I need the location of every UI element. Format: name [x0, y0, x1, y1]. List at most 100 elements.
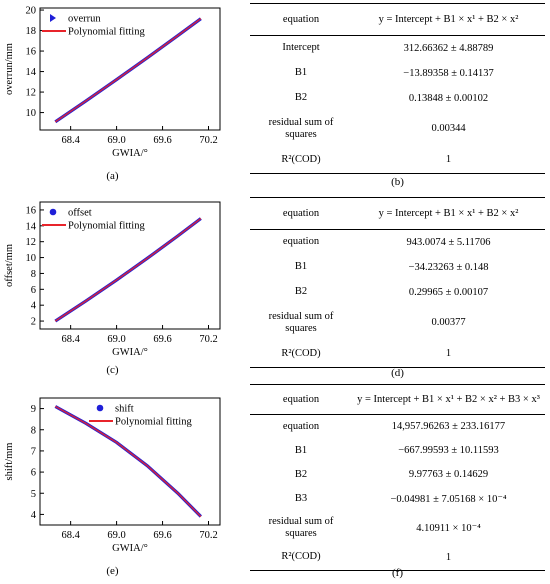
row-value: 0.00344	[431, 123, 466, 134]
row-value: −0.04981 ± 7.05168 × 10⁻⁴	[390, 493, 507, 505]
header-equation-formula: y = Intercept + B1 × x¹ + B2 × x² + B3 ×…	[352, 384, 545, 415]
caption-e: (e)	[106, 565, 119, 577]
y-tick-label: 9	[31, 404, 36, 415]
y-tick-label: 10	[26, 253, 37, 264]
x-tick-label: 69.0	[107, 530, 125, 541]
header-equation-label: equation	[250, 384, 352, 415]
row-label: B1	[294, 67, 308, 78]
x-tick-label: 70.2	[199, 135, 217, 146]
y-tick-label: 5	[31, 489, 36, 500]
y-tick-label: 14	[26, 67, 37, 78]
table-b: equation y = Intercept + B1 × x¹ + B2 × …	[250, 3, 545, 174]
x-tick-label: 69.0	[107, 334, 125, 345]
row-value: 1	[352, 544, 545, 571]
y-tick-label: 4	[31, 510, 37, 521]
legend-marker	[50, 14, 56, 22]
row-value: 1	[352, 340, 545, 368]
y-tick-label: 8	[31, 269, 36, 280]
table-d: equation y = Intercept + B1 × x¹ + B2 × …	[250, 197, 545, 368]
x-tick-label: 69.6	[153, 530, 171, 541]
table-header-row: equation y = Intercept + B1 × x¹ + B2 × …	[250, 3, 545, 36]
y-axis-label: offset/mm	[4, 244, 15, 287]
row-label: B2	[294, 468, 308, 480]
row-label: residual sum of squares	[268, 310, 334, 334]
chart-overrun-svg: 68.4 69.0 69.6 70.2 10 12 14 16 18 20 GWIA/° overru…	[4, 6, 221, 159]
chart-overrun: 68.4 69.0 69.6 70.2 10 12 14 16 18 20 GWIA/° overru…	[0, 0, 225, 165]
table-row: B1 −13.89358 ± 0.14137	[250, 61, 545, 86]
y-tick-label: 14	[26, 221, 37, 232]
y-tick-label: 10	[26, 108, 37, 119]
y-tick-label: 16	[26, 47, 37, 58]
table-row: R²(COD) 1	[250, 544, 545, 571]
y-tick-label: 16	[26, 205, 37, 216]
legend-label: Polynomial fitting	[68, 27, 145, 38]
row-value: 0.13848 ± 0.00102	[408, 92, 489, 104]
y-tick-label: 12	[26, 237, 37, 248]
caption-c: (c)	[106, 364, 119, 376]
row-label: residual sum of squares	[268, 515, 334, 539]
y-tick-label: 2	[31, 317, 36, 328]
chart-shift-svg: 68.4 69.0 69.6 70.2 4 5 6 7 8 9 GWIA/° shift/mm shif…	[4, 397, 221, 554]
y-tick-label: 4	[31, 301, 37, 312]
x-axis-label: GWIA/°	[112, 347, 148, 358]
row-label: B1	[294, 444, 308, 456]
y-tick-label: 6	[31, 468, 36, 479]
legend-label: Polynomial fitting	[68, 221, 145, 232]
table-row: B2 0.29965 ± 0.00107	[250, 280, 545, 305]
row-label: residual sum of squares	[268, 116, 334, 140]
x-axis-label: GWIA/°	[112, 148, 148, 159]
row-label: B2	[294, 92, 308, 103]
row-label: B2	[294, 286, 308, 297]
y-tick-label: 12	[26, 88, 37, 99]
legend-label: overrun	[68, 14, 101, 25]
y-tick-label: 8	[31, 425, 36, 436]
plot-frame	[39, 201, 221, 330]
row-value: −667.99593 ± 10.11593	[398, 445, 499, 456]
y-tick-label: 20	[26, 6, 37, 17]
table-row: B3 −0.04981 ± 7.05168 × 10⁻⁴	[250, 487, 545, 511]
y-tick-label: 6	[31, 285, 36, 296]
table-header-row: equation y = Intercept + B1 × x¹ + B2 × …	[250, 384, 545, 415]
chart-offset: 68.4 69.0 69.6 70.2 2 4 6 8 10 12 14 16 GWIA/° offset…	[0, 194, 225, 364]
row-label: equation	[282, 236, 320, 248]
row-value: 4.10911 × 10⁻⁴	[416, 522, 481, 534]
row-label: R²(COD)	[250, 340, 352, 368]
row-label: R²(COD)	[250, 544, 352, 571]
y-axis-label: overrun/mm	[4, 43, 15, 95]
caption-b: (b)	[391, 176, 404, 188]
plot-frame	[39, 7, 221, 131]
row-value: −13.89358 ± 0.14137	[403, 67, 494, 79]
chart-shift: 68.4 69.0 69.6 70.2 4 5 6 7 8 9 GWIA/° shift/mm shif…	[0, 390, 225, 560]
fit-series-line	[54, 405, 202, 518]
legend-label: offset	[68, 208, 92, 219]
y-axis-label: shift/mm	[4, 443, 15, 481]
x-tick-label: 70.2	[199, 530, 217, 541]
row-label: equation	[282, 420, 320, 432]
row-value: 1	[352, 146, 545, 174]
x-tick-label: 68.4	[61, 135, 80, 146]
row-label: Intercept	[282, 42, 320, 54]
row-label: B1	[294, 261, 308, 272]
legend-marker	[96, 404, 104, 412]
x-axis-label: GWIA/°	[112, 543, 148, 554]
table-row: B1 −34.23263 ± 0.148	[250, 255, 545, 280]
table-row: Intercept 312.66362 ± 4.88789	[250, 36, 545, 61]
legend-marker	[49, 208, 57, 216]
table-row: equation 943.0074 ± 5.11706	[250, 230, 545, 255]
fit-series-line	[54, 217, 202, 322]
y-tick-label: 7	[31, 446, 36, 457]
x-tick-label: 69.6	[153, 135, 171, 146]
table-row: B2 9.97763 ± 0.14629	[250, 463, 545, 487]
table-row: R²(COD) 1	[250, 146, 545, 174]
x-tick-label: 68.4	[61, 530, 80, 541]
row-value: 14,957.96263 ± 233.16177	[391, 421, 506, 433]
table-row: B2 0.13848 ± 0.00102	[250, 86, 545, 111]
table-f: equation y = Intercept + B1 × x¹ + B2 × …	[250, 384, 545, 571]
legend-label: shift	[115, 404, 134, 415]
table-row: R²(COD) 1	[250, 340, 545, 368]
table-row: residual sum of squares 4.10911 × 10⁻⁴	[250, 511, 545, 545]
row-value: 0.29965 ± 0.00107	[408, 286, 489, 298]
caption-d: (d)	[391, 367, 404, 379]
caption-a: (a)	[106, 170, 119, 182]
table-header-row: equation y = Intercept + B1 × x¹ + B2 × …	[250, 197, 545, 230]
